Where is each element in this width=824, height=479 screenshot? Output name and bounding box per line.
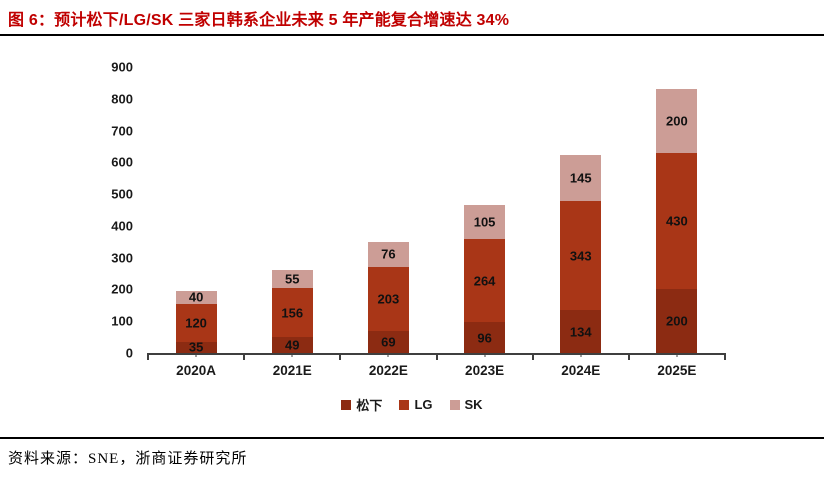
x-axis-tick	[339, 353, 342, 360]
bar-segment-sk	[175, 291, 217, 304]
x-axis-tick	[147, 353, 149, 360]
legend-swatch-sk	[449, 399, 460, 410]
bar-segment-lg	[464, 238, 506, 323]
bar-segment-sk	[271, 270, 313, 288]
legend-swatch-panasonic	[341, 399, 352, 410]
y-axis-tick-label: 300	[111, 250, 133, 266]
bar-segment-sk	[367, 242, 409, 267]
data-label-lg: 203	[377, 291, 400, 307]
data-label-lg: 264	[473, 273, 496, 289]
y-axis-tick-label: 0	[125, 345, 133, 361]
data-label-sk: 40	[188, 289, 204, 305]
bar-segment-lg	[271, 287, 313, 338]
y-axis-tick-label: 600	[111, 154, 133, 170]
bar-segment-sk	[560, 155, 602, 202]
data-label-sk: 200	[666, 113, 688, 129]
legend-label-lg: LG	[414, 397, 433, 412]
legend-item-lg: LG	[399, 397, 433, 412]
data-label-panasonic: 35	[188, 339, 204, 355]
data-label-sk: 76	[381, 246, 396, 262]
bar-segment-panasonic	[175, 341, 217, 353]
bar-segment-sk	[656, 89, 698, 153]
legend-item-panasonic: 松下	[341, 395, 382, 414]
bar-segment-lg	[175, 303, 217, 342]
data-label-panasonic: 200	[666, 313, 688, 329]
x-axis-category-label: 2023E	[465, 363, 505, 378]
legend-label-panasonic: 松下	[356, 398, 383, 413]
data-label-lg: 120	[185, 315, 207, 331]
x-axis-minor-tick	[484, 353, 486, 357]
data-label-lg: 156	[281, 305, 304, 321]
bar-segment-lg	[367, 266, 409, 332]
data-label-sk: 55	[285, 271, 300, 287]
y-axis-tick-label: 900	[111, 59, 133, 75]
x-axis-tick	[724, 353, 726, 360]
legend-swatch-lg	[399, 399, 410, 410]
x-axis-category-label: 2024E	[561, 363, 601, 378]
x-axis-minor-tick	[387, 353, 389, 357]
x-axis-tick	[435, 353, 438, 360]
data-label-sk: 105	[473, 214, 496, 230]
data-label-sk: 145	[569, 170, 592, 186]
bar-segment-panasonic	[656, 289, 698, 353]
x-axis-minor-tick	[195, 353, 197, 357]
y-axis-tick-label: 800	[111, 91, 133, 107]
legend-item-sk: SK	[449, 397, 483, 412]
bar-segment-lg	[656, 152, 698, 290]
chart-legend: 松下 LG SK	[0, 395, 824, 414]
x-axis-minor-tick	[676, 353, 678, 357]
x-axis-category-label: 2021E	[272, 363, 312, 378]
title-divider	[0, 34, 824, 36]
data-label-panasonic: 69	[381, 334, 396, 350]
bar-segment-panasonic	[271, 337, 313, 353]
x-axis-tick	[627, 353, 630, 360]
x-axis-category-label: 2025E	[657, 363, 697, 378]
y-axis-tick-label: 400	[111, 218, 133, 234]
figure-title: 图 6：预计松下/LG/SK 三家日韩系企业未来 5 年产能复合增速达 34%	[8, 12, 510, 29]
source-note: 资料来源：SNE，浙商证券研究所	[8, 451, 248, 467]
data-label-lg: 430	[666, 213, 688, 229]
y-axis-tick-label: 100	[111, 313, 133, 329]
source-divider	[0, 437, 824, 439]
bar-segment-lg	[560, 201, 602, 311]
x-axis-category-label: 2020A	[176, 363, 216, 378]
data-label-lg: 343	[569, 248, 592, 264]
bar-segment-panasonic	[367, 331, 409, 353]
legend-label-sk: SK	[464, 397, 483, 412]
data-label-panasonic: 134	[569, 324, 592, 340]
bar-segment-panasonic	[464, 322, 506, 353]
bar-segment-sk	[464, 205, 506, 239]
y-axis-tick-label: 700	[111, 123, 133, 139]
bar-segment-panasonic	[560, 310, 602, 353]
x-axis-minor-tick	[291, 353, 293, 357]
data-label-panasonic: 49	[285, 337, 300, 353]
x-axis-tick	[531, 353, 534, 360]
x-axis-category-label: 2022E	[368, 363, 408, 378]
y-axis-tick-label: 200	[111, 281, 133, 297]
data-label-panasonic: 96	[477, 330, 492, 346]
y-axis-tick-label: 500	[111, 186, 133, 202]
x-axis-tick	[243, 353, 246, 360]
x-axis-minor-tick	[580, 353, 582, 357]
